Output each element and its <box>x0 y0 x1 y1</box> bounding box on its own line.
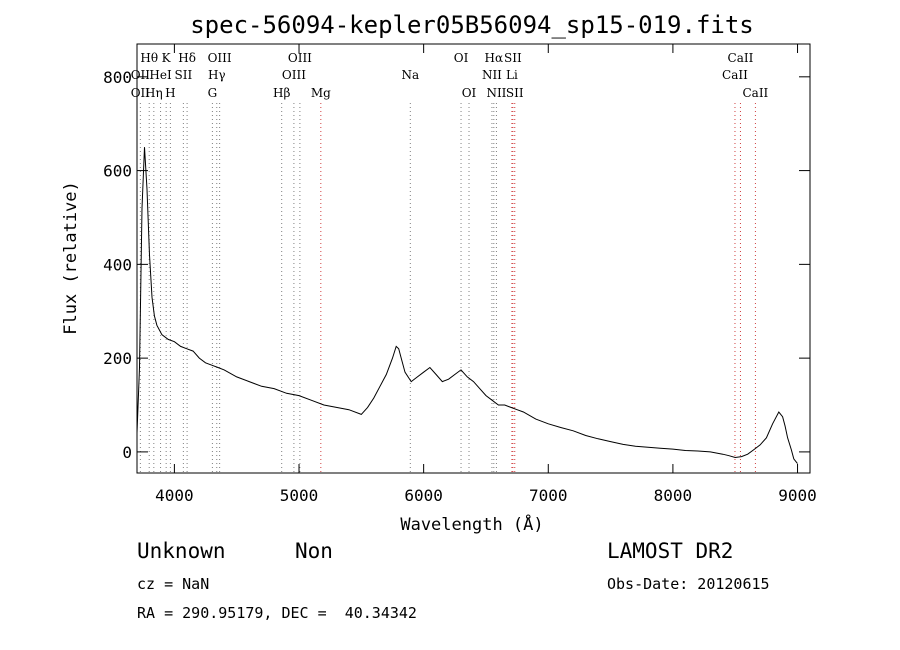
y-tick-label: 600 <box>103 162 132 181</box>
spectral-line-label: Na <box>401 68 419 82</box>
spectral-line-label: Hβ <box>273 86 290 100</box>
spectral-line-label: NII <box>482 68 502 82</box>
spectral-line-label: Mg <box>311 86 331 100</box>
spectral-line-label: Hθ <box>140 51 158 65</box>
spectral-line-label: OI <box>454 51 469 65</box>
x-tick-label: 7000 <box>529 486 568 505</box>
chart-title: spec-56094-kepler05B56094_sp15-019.fits <box>190 11 754 39</box>
spectral-line-label: NII <box>486 86 506 100</box>
spectral-line-label: CaII <box>722 68 748 82</box>
spectral-subclass: Non <box>295 539 333 563</box>
spectral-line-label: Hδ <box>178 51 196 65</box>
spectral-line-label: Hγ <box>208 68 226 82</box>
spectral-line-label: SII <box>506 86 524 100</box>
plot-frame <box>136 43 811 474</box>
x-axis-label: Wavelength (Å) <box>400 513 543 535</box>
coordinates: RA = 290.95179, DEC = 40.34342 <box>137 604 417 622</box>
spectral-line-label: OII <box>131 86 151 100</box>
y-tick-label: 0 <box>122 443 132 462</box>
y-tick-label: 800 <box>103 68 132 87</box>
y-tick-label: 200 <box>103 349 132 368</box>
spectral-line-label: Li <box>506 68 518 82</box>
observation-date: Obs-Date: 20120615 <box>607 575 770 593</box>
spectral-line-label: OI <box>462 86 477 100</box>
spectral-line-label: OII <box>131 68 151 82</box>
spectral-line-label: OIII <box>288 51 312 65</box>
x-tick-label: 5000 <box>280 486 319 505</box>
spectral-line-label: HeI <box>149 68 172 82</box>
spectral-line-label: H <box>165 86 175 100</box>
spectral-class: Unknown <box>137 539 226 563</box>
spectral-line-label: K <box>162 51 172 65</box>
spectral-line-label: OIII <box>208 51 232 65</box>
spectral-line-label: SII <box>504 51 522 65</box>
x-tick-label: 9000 <box>778 486 817 505</box>
redshift-value: cz = NaN <box>137 575 210 593</box>
spectral-line-label: CaII <box>728 51 754 65</box>
axis-ticks: 4000 5000 6000 7000 8000 9000 0 200 400 600 800 <box>103 44 817 505</box>
spectral-line-label: SII <box>175 68 193 82</box>
y-tick-label: 400 <box>103 255 132 274</box>
spectrum-line <box>136 147 798 464</box>
spectral-line-label: Hη <box>145 86 163 100</box>
x-tick-label: 8000 <box>654 486 693 505</box>
x-tick-label: 4000 <box>155 486 194 505</box>
spectral-line-label: OIII <box>282 68 306 82</box>
survey-name: LAMOST DR2 <box>607 539 734 563</box>
spectral-line-label: G <box>208 86 218 100</box>
y-axis-label: Flux (relative) <box>61 181 81 335</box>
x-tick-label: 6000 <box>404 486 443 505</box>
spectral-line-label: Hα <box>485 51 504 65</box>
spectral-line-label: CaII <box>742 86 768 100</box>
